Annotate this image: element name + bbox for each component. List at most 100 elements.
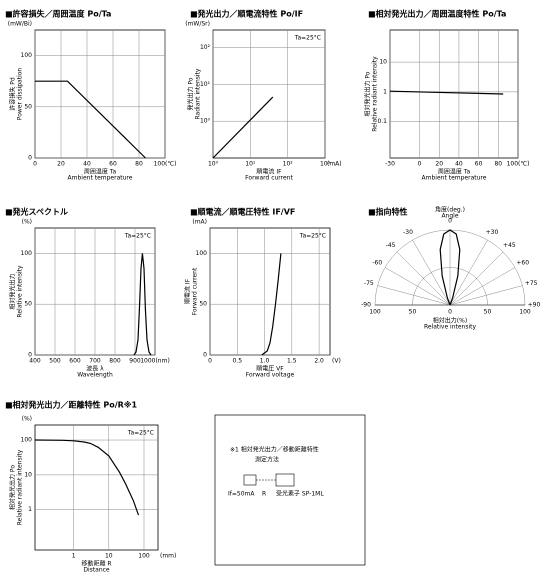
x-tick-label: 2.0	[314, 358, 324, 365]
chart-title: ■発光スペクトル	[5, 207, 68, 217]
x-tick-label: 0	[208, 358, 212, 365]
angle-tick-label: 0	[448, 218, 452, 225]
chart-title: ■発光出力／順電流特性 Po/IF	[190, 9, 303, 19]
x-axis-label: 順電流 IF	[256, 168, 282, 176]
emitter-icon	[243, 474, 257, 486]
y-tick-label: 50	[199, 301, 207, 308]
plot-frame	[34, 424, 159, 551]
x-tick-label: 60	[109, 161, 117, 168]
x-unit: (mA)	[327, 161, 342, 168]
y-tick-label: 0	[203, 352, 207, 359]
r-tick-label: 50	[484, 309, 492, 316]
x-tick-label: 100(℃)	[507, 161, 530, 168]
y-unit: (mW/Bi)	[8, 21, 32, 28]
x-axis-label-en: Forward voltage	[246, 372, 295, 379]
y-tick-label: 50	[24, 103, 32, 110]
x-axis-label-en: Ambient temperature	[68, 175, 133, 182]
angle-line	[449, 251, 504, 306]
y-unit: (mA)	[192, 219, 207, 226]
annotation: Ta=25°C	[294, 35, 321, 42]
x-axis-label-en: Ambient temperature	[422, 175, 487, 182]
angle-line	[412, 239, 451, 306]
angle-tick-label: -30	[403, 229, 413, 236]
x-tick-label: 10²	[283, 161, 294, 168]
y-axis-label: 許容損失 Pd	[9, 77, 17, 111]
x-axis-label-en: Distance	[83, 567, 110, 574]
angle-line	[384, 267, 451, 306]
angle-tick-label: +45	[503, 242, 516, 249]
x-axis-label: 周囲温度 Ta	[438, 168, 471, 176]
angle-tick-label: +90	[528, 302, 541, 309]
x-tick-label: 700	[89, 358, 101, 365]
y-unit: (%)	[22, 219, 32, 226]
x-tick-label: 80	[135, 161, 143, 168]
x-tick-label: 800	[109, 358, 121, 365]
angle-line	[449, 239, 488, 306]
x-axis-label: 波長 λ	[86, 365, 104, 373]
plot-frame	[34, 29, 166, 159]
angle-tick-label: -60	[372, 260, 382, 267]
r-tick-label: 100	[369, 309, 381, 316]
r-tick-label: 0	[448, 309, 452, 316]
x-tick-label: 10	[105, 553, 113, 560]
y-tick-label: 10¹	[200, 81, 211, 88]
x-tick-label: 600	[69, 358, 81, 365]
angle-tick-label: +30	[486, 229, 499, 236]
y-axis-label-en: Relative radiant intensity	[17, 449, 24, 525]
series-line	[389, 90, 504, 95]
angle-line	[449, 285, 523, 306]
y-axis-label: 相対発光出力	[9, 273, 17, 309]
note-receiver: 受光素子 SP-1ML	[276, 490, 324, 498]
y-axis-label-en: Power dissipation	[17, 68, 24, 121]
y-tick-label: 50	[24, 301, 32, 308]
x-unit: (V)	[332, 358, 341, 365]
y-tick-label: 0	[28, 155, 32, 162]
y-axis-label-en: Relative intensity	[17, 265, 24, 318]
angle-label: 角度(deg.)	[435, 206, 465, 214]
x-axis-label: 移動距離 R	[81, 560, 111, 568]
y-axis-label-en: Relative radiant intensity	[372, 56, 379, 132]
chart-title: ■指向特性	[368, 207, 408, 217]
r-label: 相対出力(%)	[433, 317, 467, 325]
x-tick-label: 100(℃)	[154, 161, 177, 168]
annotation: Ta=25°C	[127, 430, 154, 437]
y-tick-label: 10	[379, 59, 387, 66]
y-tick-label: 10	[24, 471, 32, 478]
y-axis-label: 相対発光出力 Po	[364, 71, 372, 116]
series-line	[261, 253, 282, 356]
y-tick-label: 10⁰	[200, 118, 211, 125]
y-tick-label: 1	[28, 506, 32, 513]
y-tick-label: 100	[21, 52, 33, 59]
angle-tick-label: -75	[364, 280, 374, 287]
x-tick-label: 900	[129, 358, 141, 365]
y-tick-label: 1	[383, 88, 387, 95]
x-tick-label: 0.5	[232, 358, 242, 365]
r-label-en: Relative intensity	[424, 324, 477, 331]
x-tick-label: 0	[418, 161, 422, 168]
x-tick-label: 10¹	[245, 161, 256, 168]
x-tick-label: 60	[475, 161, 483, 168]
chart-title: ■相対発光出力／周囲温度特性 Po/Ta	[368, 9, 506, 19]
angle-line	[377, 285, 451, 306]
x-unit: (mm)	[160, 553, 176, 560]
y-tick-label: 100	[21, 250, 33, 257]
y-tick-label: 0	[28, 352, 32, 359]
y-axis-label-en: Radiant intensity	[195, 68, 202, 119]
x-tick-label: 500	[49, 358, 61, 365]
lobe	[439, 229, 461, 306]
y-tick-label: 100	[21, 437, 33, 444]
y-unit: (mW/Sr)	[185, 21, 210, 28]
x-tick-label: 1000(nm)	[140, 358, 170, 365]
series-line	[35, 80, 146, 159]
angle-label-en: Angle	[441, 213, 458, 220]
plot-frame	[212, 29, 326, 159]
x-tick-label: 80	[494, 161, 502, 168]
note-distance: R	[262, 491, 266, 498]
angle-tick-label: +60	[516, 260, 529, 267]
x-axis-label: 順電圧 VF	[256, 366, 284, 373]
y-unit: (%)	[22, 416, 32, 423]
x-axis-label-en: Wavelength	[77, 372, 113, 379]
x-tick-label: 1	[72, 553, 76, 560]
x-tick-label: 20	[57, 161, 65, 168]
y-tick-label: 0.1	[377, 118, 387, 125]
